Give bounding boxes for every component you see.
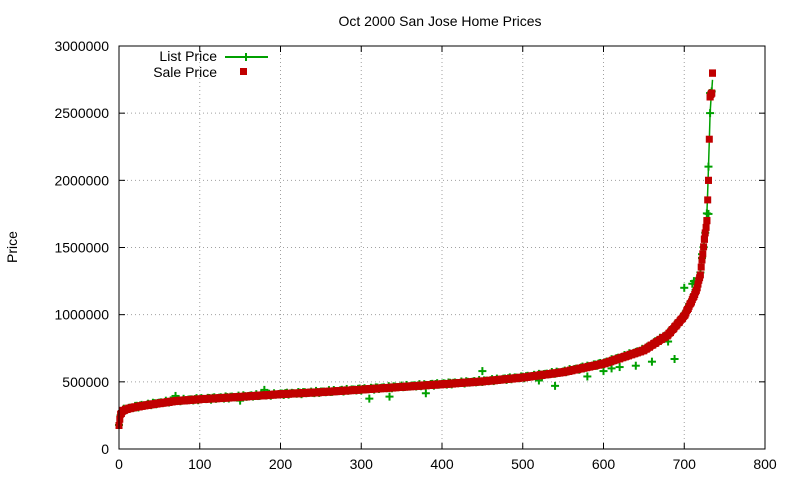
legend-marker-list-price bbox=[242, 53, 250, 61]
y-tick-label: 0 bbox=[101, 441, 109, 457]
axis-ticks: 0 100 200 300 400 500 600 700 800 0 500000 1000000 1… bbox=[54, 38, 776, 472]
list-price-point bbox=[704, 209, 713, 218]
chart-title: Oct 2000 San Jose Home Prices bbox=[338, 13, 541, 29]
sale-price-point bbox=[701, 229, 709, 237]
sale-price-point bbox=[700, 235, 708, 243]
y-tick-label: 1000000 bbox=[54, 307, 109, 323]
x-tick-label: 200 bbox=[269, 456, 293, 472]
list-price-point bbox=[599, 367, 608, 376]
x-tick-label: 500 bbox=[511, 456, 535, 472]
list-price-point bbox=[607, 364, 616, 373]
x-tick-label: 800 bbox=[753, 456, 777, 472]
x-tick-label: 0 bbox=[115, 456, 123, 472]
list-price-point bbox=[631, 361, 640, 370]
list-price-point bbox=[385, 392, 394, 401]
y-tick-label: 2500000 bbox=[54, 105, 109, 121]
sale-price-point bbox=[708, 89, 716, 97]
legend-label-sale-price: Sale Price bbox=[153, 64, 217, 80]
sale-price-point bbox=[698, 256, 706, 264]
y-axis-label: Price bbox=[4, 231, 20, 263]
sale-price-point bbox=[696, 271, 704, 279]
sale-price-series bbox=[115, 69, 716, 429]
sale-price-point bbox=[697, 263, 705, 271]
sale-price-point bbox=[705, 135, 713, 143]
sale-price-point bbox=[702, 223, 710, 231]
list-price-point bbox=[704, 162, 713, 171]
x-tick-label: 300 bbox=[350, 456, 374, 472]
list-price-point bbox=[706, 109, 715, 118]
x-tick-label: 100 bbox=[188, 456, 212, 472]
sale-price-point bbox=[700, 243, 708, 251]
list-price-point bbox=[365, 394, 374, 403]
sale-price-point bbox=[706, 93, 714, 101]
sale-price-point bbox=[116, 415, 124, 423]
sale-price-point bbox=[709, 69, 716, 77]
y-tick-label: 500000 bbox=[62, 374, 109, 390]
x-tick-label: 400 bbox=[430, 456, 454, 472]
sale-price-point bbox=[704, 196, 712, 204]
list-price-point bbox=[583, 372, 592, 381]
y-tick-label: 2000000 bbox=[54, 172, 109, 188]
grid-lines bbox=[119, 46, 765, 449]
sale-price-point bbox=[703, 217, 711, 225]
sale-price-point bbox=[705, 176, 712, 184]
list-price-series bbox=[115, 79, 716, 429]
plot-frame bbox=[118, 45, 766, 450]
list-price-point bbox=[551, 381, 560, 390]
legend: List Price Sale Price bbox=[153, 48, 268, 80]
list-price-point bbox=[615, 363, 624, 372]
legend-plus bbox=[242, 53, 250, 61]
list-price-point bbox=[421, 389, 430, 398]
y-tick-label: 1500000 bbox=[54, 240, 109, 256]
list-price-line bbox=[118, 79, 714, 426]
sale-price-point bbox=[699, 250, 707, 258]
sale-price-point bbox=[693, 284, 701, 292]
sale-price-point bbox=[694, 280, 702, 288]
legend-label-list-price: List Price bbox=[159, 48, 217, 64]
list-price-point bbox=[647, 357, 656, 366]
list-price-point bbox=[670, 354, 679, 363]
y-tick-label: 3000000 bbox=[54, 38, 109, 54]
list-price-point bbox=[478, 367, 487, 376]
legend-marker-sale-price bbox=[240, 68, 247, 75]
list-price-point bbox=[680, 283, 689, 292]
x-tick-label: 600 bbox=[592, 456, 616, 472]
x-tick-label: 700 bbox=[673, 456, 697, 472]
